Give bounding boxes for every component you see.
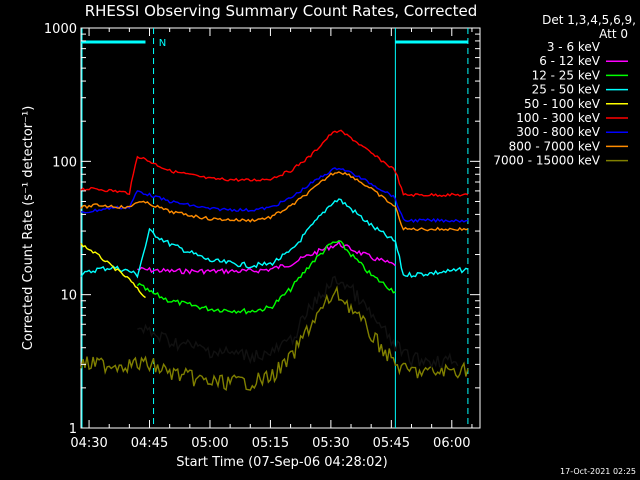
legend-label: 300 - 800 keV [516,125,600,139]
legend-label: 100 - 300 keV [516,111,600,125]
y-axis: 1 10 100 1000 [44,22,480,437]
y-tick-label: 1000 [44,22,77,37]
x-axis: 04:30 04:45 05:00 05:15 05:30 05:45 06:00 [70,28,473,451]
series-line [136,240,396,315]
legend-label: 7000 - 15000 keV [493,154,600,168]
legend-label: 6 - 12 keV [539,54,601,68]
x-tick-label: 04:45 [131,436,168,451]
chart-title: RHESSI Observing Summary Count Rates, Co… [85,2,478,20]
legend-header-line2: Att 0 [599,27,628,41]
x-tick-label: 05:45 [373,436,410,451]
x-tick-label: 05:15 [252,436,289,451]
series-line [80,171,469,232]
series-line [80,285,469,392]
legend-header-line1: Det 1,3,4,5,6,9, [542,13,636,27]
x-tick-label: 04:30 [70,436,107,451]
legend-label: 12 - 25 keV [532,68,601,82]
plot-frame [80,27,481,429]
y-tick-label: 1 [69,422,77,437]
y-axis-label: Corrected Count Rate (s⁻¹ detector⁻¹) [21,106,36,351]
series-line [80,198,469,279]
series-line [80,167,468,223]
x-tick-label: 06:00 [433,436,470,451]
series-line [137,275,459,370]
x-axis-label: Start Time (07-Sep-06 04:28:02) [176,455,387,470]
legend-label: 800 - 7000 keV [509,139,601,153]
y-tick-label: 100 [52,155,77,170]
footer-date: 17-Oct-2021 02:25 [560,467,636,476]
series-lines [80,129,469,392]
series-line [80,242,146,299]
series-line [80,129,469,198]
legend-label: 25 - 50 keV [532,83,601,97]
series-line [137,240,396,275]
y-tick-label: 10 [60,289,77,304]
night-label: N [159,38,166,49]
x-tick-label: 05:30 [312,436,349,451]
x-tick-label: 05:00 [191,436,228,451]
legend-label: 50 - 100 keV [524,97,601,111]
legend-label: 3 - 6 keV [547,40,601,54]
